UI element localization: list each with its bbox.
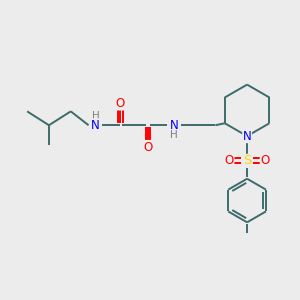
Text: N: N	[169, 119, 178, 132]
Text: N: N	[91, 119, 100, 132]
Text: S: S	[243, 154, 251, 167]
Text: O: O	[143, 140, 153, 154]
Text: H: H	[170, 130, 178, 140]
Text: O: O	[260, 154, 270, 167]
Text: N: N	[243, 130, 251, 142]
Text: O: O	[116, 97, 125, 110]
Text: H: H	[92, 111, 99, 121]
Text: O: O	[225, 154, 234, 167]
